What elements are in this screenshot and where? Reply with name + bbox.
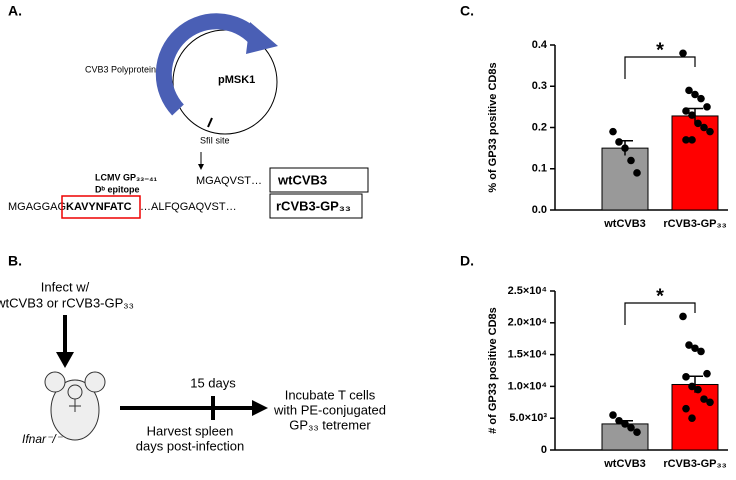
- data-point: [679, 312, 687, 321]
- significance-bracket: [624, 56, 696, 79]
- data-point: [621, 420, 629, 428]
- data-point: [694, 385, 702, 394]
- y-tick-label: 0.2: [532, 121, 547, 133]
- data-point: [691, 344, 699, 353]
- panel-letter: C.: [460, 3, 474, 19]
- x-tick-label: wtCVB3: [603, 458, 646, 470]
- sequence: MGAGGAG: [8, 201, 66, 213]
- bar: [601, 423, 649, 451]
- data-point: [694, 119, 702, 128]
- mouse-icon: [44, 371, 106, 441]
- data-point: [633, 428, 641, 436]
- data-point: [688, 382, 696, 391]
- label: Incubate T cells: [285, 387, 376, 402]
- data-point: [627, 156, 635, 165]
- data-point: [685, 86, 693, 95]
- data-point: [688, 136, 696, 144]
- label: Ifnar⁻/⁻: [22, 432, 64, 446]
- label: LCMV GP₃₃₋₄₁: [95, 172, 157, 182]
- sequence: KAVYNFATC: [66, 201, 132, 213]
- panel-letter: A.: [8, 3, 22, 19]
- epitope-box: [61, 195, 141, 219]
- label: rCVB3-GP₃₃: [276, 198, 351, 213]
- data-point: [609, 127, 617, 136]
- y-axis-label: # of GP33 positive CD8s: [487, 307, 499, 434]
- data-point: [688, 111, 696, 119]
- label: with PE-conjugated: [273, 402, 386, 417]
- arrow-head: [252, 400, 268, 416]
- significance-bracket: [624, 302, 696, 325]
- data-point: [609, 411, 617, 419]
- y-tick-label: 0.4: [532, 39, 548, 51]
- y-tick-label: 5.0×10³: [509, 412, 547, 424]
- data-point: [621, 144, 629, 152]
- label: Harvest spleen: [147, 423, 234, 438]
- label: wtCVB3 or rCVB3-GP₃₃: [0, 295, 134, 310]
- data-point: [682, 373, 690, 381]
- data-point: [633, 169, 641, 177]
- data-point: [697, 94, 705, 103]
- data-point: [700, 123, 708, 132]
- data-point: [697, 347, 705, 356]
- panel-letter: D.: [460, 253, 474, 269]
- label: Infect w/: [41, 279, 90, 294]
- data-point: [706, 127, 714, 136]
- box: [269, 193, 363, 219]
- polyprotein-arc: [155, 13, 261, 116]
- data-point: [685, 341, 693, 349]
- y-tick-label: 2.0×10⁴: [508, 317, 547, 329]
- y-tick-label: 0.3: [532, 80, 547, 92]
- data-point: [703, 103, 711, 111]
- x-tick-label: rCVB3-GP₃₃: [663, 218, 726, 230]
- y-tick-label: 1.5×10⁴: [508, 349, 547, 361]
- y-axis-label: % of GP33 positive CD8s: [487, 62, 499, 192]
- bar: [601, 147, 649, 211]
- panel-letter: B.: [8, 253, 22, 269]
- x-tick-label: rCVB3-GP₃₃: [663, 458, 726, 470]
- y-tick-label: 0.0: [532, 204, 547, 216]
- significance-star: *: [656, 39, 664, 61]
- label: CVB3 Polyprotein: [85, 64, 156, 74]
- arrow-head: [246, 22, 278, 54]
- data-point: [615, 138, 623, 146]
- arrow-head: [56, 352, 74, 368]
- data-point: [682, 136, 690, 144]
- box: [269, 167, 369, 193]
- label: days post-infection: [136, 438, 244, 453]
- data-point: [703, 369, 711, 378]
- data-point: [688, 414, 696, 423]
- label: Dᵇ epitope: [95, 184, 140, 194]
- data-point: [679, 49, 687, 58]
- arrow-head: [198, 164, 204, 170]
- data-point: [691, 90, 699, 99]
- data-point: [706, 398, 714, 407]
- significance-star: *: [656, 285, 664, 307]
- y-tick-label: 0: [541, 444, 547, 456]
- x-tick-label: wtCVB3: [603, 218, 646, 230]
- data-point: [627, 423, 635, 432]
- sequence: …ALFQGAQVST…: [140, 201, 237, 213]
- label: pMSK1: [218, 74, 255, 86]
- data-point: [682, 107, 690, 115]
- data-point: [682, 404, 690, 413]
- y-tick-label: 2.5×10⁴: [508, 285, 547, 297]
- label: wtCVB3: [277, 172, 327, 187]
- y-tick-label: 1.0×10⁴: [508, 380, 547, 392]
- data-point: [700, 395, 708, 403]
- y-tick-label: 0.1: [532, 163, 547, 175]
- label: 15 days: [190, 375, 236, 390]
- site-mark: [207, 117, 213, 128]
- label: GP₃₃ tetremer: [289, 417, 371, 432]
- label: SfiI site: [200, 135, 230, 145]
- data-point: [615, 416, 623, 425]
- sequence: MGAQVST…: [196, 175, 262, 187]
